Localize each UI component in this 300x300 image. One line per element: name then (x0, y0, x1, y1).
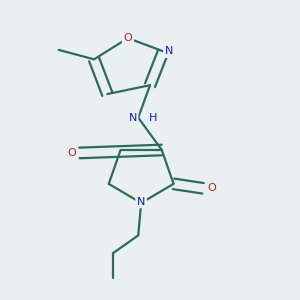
Text: H: H (148, 112, 157, 123)
Text: O: O (124, 33, 132, 43)
Text: N: N (165, 46, 173, 56)
Text: O: O (68, 148, 76, 158)
Text: N: N (128, 112, 137, 123)
Text: N: N (137, 196, 146, 206)
Text: O: O (207, 183, 216, 193)
